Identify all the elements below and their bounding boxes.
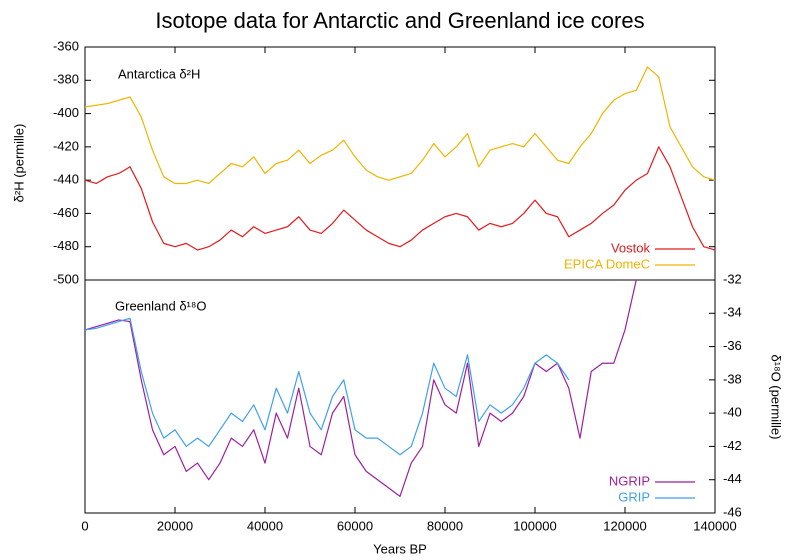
y-tick-label: -500 bbox=[53, 271, 79, 286]
x-tick-label: 140000 bbox=[693, 518, 736, 533]
y-tick-label: -480 bbox=[53, 238, 79, 253]
chart-title: Isotope data for Antarctic and Greenland… bbox=[155, 8, 644, 33]
x-axis-label: Years BP bbox=[373, 541, 427, 556]
panel-frame bbox=[84, 279, 716, 514]
y-tick-label: -440 bbox=[53, 172, 79, 187]
y-tick-label: -460 bbox=[53, 205, 79, 220]
x-tick-label: 80000 bbox=[427, 518, 463, 533]
y2-tick-label: -34 bbox=[723, 305, 742, 320]
data-line bbox=[84, 146, 716, 251]
x-tick-label: 0 bbox=[81, 518, 88, 533]
y-axis-label: δ²H (permille) bbox=[11, 124, 26, 203]
y2-tick-label: -32 bbox=[723, 271, 742, 286]
x-tick-label: 60000 bbox=[337, 518, 373, 533]
y-tick-label: -420 bbox=[53, 138, 79, 153]
y2-tick-label: -40 bbox=[723, 405, 742, 420]
panel-label: Greenland δ¹⁸O bbox=[115, 298, 206, 313]
x-tick-label: 20000 bbox=[157, 518, 193, 533]
x-tick-label: 100000 bbox=[513, 518, 556, 533]
legend-label: GRIP bbox=[618, 489, 650, 504]
data-line bbox=[84, 66, 716, 185]
x-tick-label: 40000 bbox=[247, 518, 283, 533]
panel-label: Antarctica δ²H bbox=[118, 66, 200, 81]
y-tick-label: -380 bbox=[53, 72, 79, 87]
y-tick-label: -400 bbox=[53, 105, 79, 120]
y2-tick-label: -42 bbox=[723, 438, 742, 453]
legend-label: EPICA DomeC bbox=[564, 256, 650, 271]
data-line bbox=[84, 279, 637, 497]
x-tick-label: 120000 bbox=[603, 518, 646, 533]
y2-tick-label: -36 bbox=[723, 338, 742, 353]
y-tick-label: -360 bbox=[53, 38, 79, 53]
legend-label: Vostok bbox=[611, 240, 651, 255]
data-line bbox=[84, 317, 570, 456]
y2-axis-label: δ¹⁸O (permille) bbox=[769, 355, 784, 440]
legend-label: NGRIP bbox=[609, 473, 650, 488]
y2-tick-label: -44 bbox=[723, 471, 742, 486]
y2-tick-label: -38 bbox=[723, 371, 742, 386]
y2-tick-label: -46 bbox=[723, 504, 742, 519]
